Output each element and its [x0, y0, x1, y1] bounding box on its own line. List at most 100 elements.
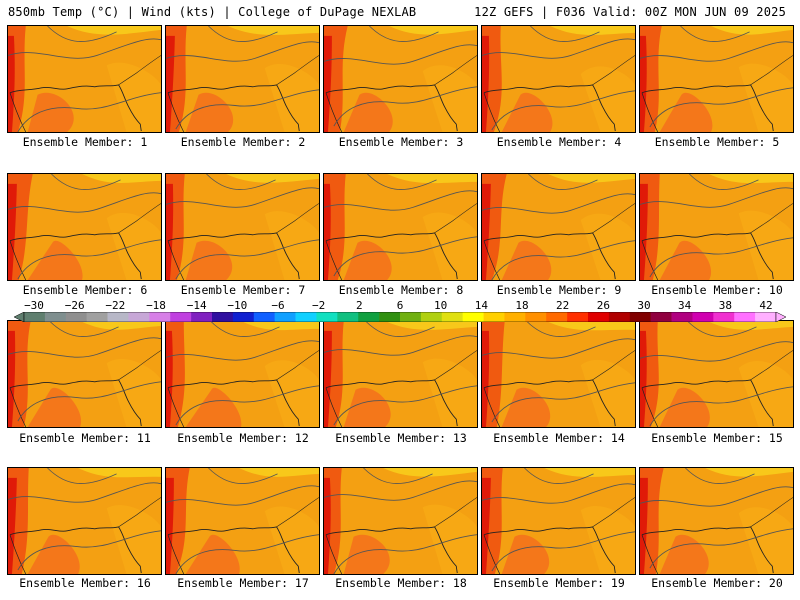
ensemble-member-map	[639, 320, 794, 428]
temperature-field	[640, 174, 793, 280]
colorbar-segment	[420, 312, 443, 322]
colorbar-segment	[546, 312, 568, 322]
colorbar-segment	[232, 312, 255, 322]
ensemble-member-label: Ensemble Member: 7	[180, 283, 306, 297]
temperature-field	[324, 26, 477, 132]
run-valid-time: 12Z GEFS | F036 Valid: 00Z MON JUN 09 20…	[474, 5, 786, 19]
colorbar-segment	[149, 312, 171, 322]
ensemble-member-label: Ensemble Member: 10	[651, 283, 783, 297]
colorbar-segment	[274, 312, 296, 322]
colorbar-tick-label: 22	[556, 299, 570, 312]
colorbar-scale	[14, 312, 786, 322]
colorbar-segment	[295, 312, 317, 322]
ensemble-member-label: Ensemble Member: 9	[496, 283, 622, 297]
ensemble-member-map	[639, 467, 794, 575]
colorbar-segment	[504, 312, 526, 322]
ensemble-member-map	[323, 173, 478, 281]
temperature-field	[640, 321, 793, 427]
colorbar-segment	[441, 312, 463, 322]
temperature-field	[8, 174, 161, 280]
colorbar-segment	[379, 312, 401, 322]
colorbar-segment	[107, 312, 129, 322]
colorbar-segment	[650, 312, 672, 322]
ensemble-member-map	[323, 25, 478, 133]
ensemble-member-map	[481, 467, 636, 575]
ensemble-member-label: Ensemble Member: 2	[180, 135, 306, 149]
colorbar-segment	[629, 312, 651, 322]
ensemble-member-label: Ensemble Member: 5	[654, 135, 780, 149]
colorbar-tick-label: 10	[434, 299, 448, 312]
ensemble-member-label: Ensemble Member: 13	[335, 431, 467, 445]
map-title: 850mb Temp (°C) | Wind (kts) | College o…	[8, 5, 417, 19]
ensemble-member-map	[165, 173, 320, 281]
temperature-field	[482, 468, 635, 574]
temperature-field	[8, 468, 161, 574]
colorbar-segment	[191, 312, 213, 322]
temperature-field	[324, 174, 477, 280]
colorbar-tick-label: 2	[356, 299, 363, 312]
colorbar-tick-label: 14	[474, 299, 488, 312]
colorbar-tick-label: 6	[396, 299, 404, 312]
ensemble-member-map	[323, 467, 478, 575]
colorbar-segment	[588, 312, 610, 322]
colorbar-segment	[170, 312, 192, 322]
colorbar-segment	[316, 312, 338, 322]
colorbar-segment	[713, 312, 735, 322]
ensemble-member-label: Ensemble Member: 11	[19, 431, 151, 445]
colorbar-tick-label: 42	[759, 299, 773, 312]
colorbar-segment	[44, 312, 67, 322]
ensemble-member-map	[481, 25, 636, 133]
ensemble-member-map	[7, 173, 162, 281]
colorbar-segment	[734, 312, 756, 322]
temperature-field	[166, 26, 319, 132]
colorbar-tick-label: −22	[105, 299, 126, 312]
temperature-field	[482, 26, 635, 132]
colorbar-tick-label: 30	[637, 299, 651, 312]
colorbar-segment	[253, 312, 275, 322]
colorbar-segment	[24, 312, 46, 322]
colorbar-tick-label: −30	[24, 299, 44, 312]
temperature-field	[166, 468, 319, 574]
ensemble-member-map	[7, 25, 162, 133]
colorbar-segment	[608, 312, 631, 322]
temperature-field	[324, 468, 477, 574]
ensemble-member-map	[639, 173, 794, 281]
colorbar-tick-label: 34	[678, 299, 692, 312]
temperature-field	[640, 26, 793, 132]
ensemble-member-label: Ensemble Member: 18	[335, 576, 467, 590]
ensemble-member-label: Ensemble Member: 4	[496, 135, 622, 149]
ensemble-member-map	[165, 25, 320, 133]
ensemble-member-label: Ensemble Member: 3	[338, 135, 464, 149]
ensemble-member-label: Ensemble Member: 19	[493, 576, 625, 590]
colorbar-segment	[483, 312, 505, 322]
temperature-field	[166, 174, 319, 280]
ensemble-member-label: Ensemble Member: 8	[338, 283, 464, 297]
colorbar-segment	[65, 312, 87, 322]
ensemble-member-map	[481, 320, 636, 428]
colorbar-tick-label: −26	[64, 299, 85, 312]
ensemble-member-map	[165, 467, 320, 575]
temperature-colorbar: −30 −26 −22 −18 −14 −10 −6 −2 2 6 10 14 18 22 26 30 34 38…	[14, 299, 786, 325]
colorbar-segment	[337, 312, 359, 322]
colorbar-segment	[755, 312, 777, 322]
ensemble-member-map	[7, 467, 162, 575]
ensemble-member-label: Ensemble Member: 14	[493, 431, 625, 445]
colorbar-tick-label: −10	[227, 299, 248, 312]
ensemble-member-map	[323, 320, 478, 428]
colorbar-segment	[525, 312, 547, 322]
temperature-field	[482, 174, 635, 280]
ensemble-member-label: Ensemble Member: 17	[177, 576, 309, 590]
colorbar-segment	[692, 312, 714, 322]
colorbar-tick-label: −18	[146, 299, 166, 312]
colorbar-tick-labels: −30 −26 −22 −18 −14 −10 −6 −2 2 6 10 14 18 22 26 30 34 38…	[14, 299, 786, 313]
temperature-field	[166, 321, 319, 427]
ensemble-member-label: Ensemble Member: 1	[22, 135, 148, 149]
ensemble-member-label: Ensemble Member: 6	[22, 283, 148, 297]
ensemble-member-map	[7, 320, 162, 428]
colorbar-segment	[212, 312, 234, 322]
colorbar-tick-label: 26	[596, 299, 610, 312]
temperature-field	[482, 321, 635, 427]
colorbar-tick-label: −2	[312, 299, 326, 312]
colorbar-segment	[358, 312, 380, 322]
colorbar-tick-label: −6	[271, 299, 285, 312]
